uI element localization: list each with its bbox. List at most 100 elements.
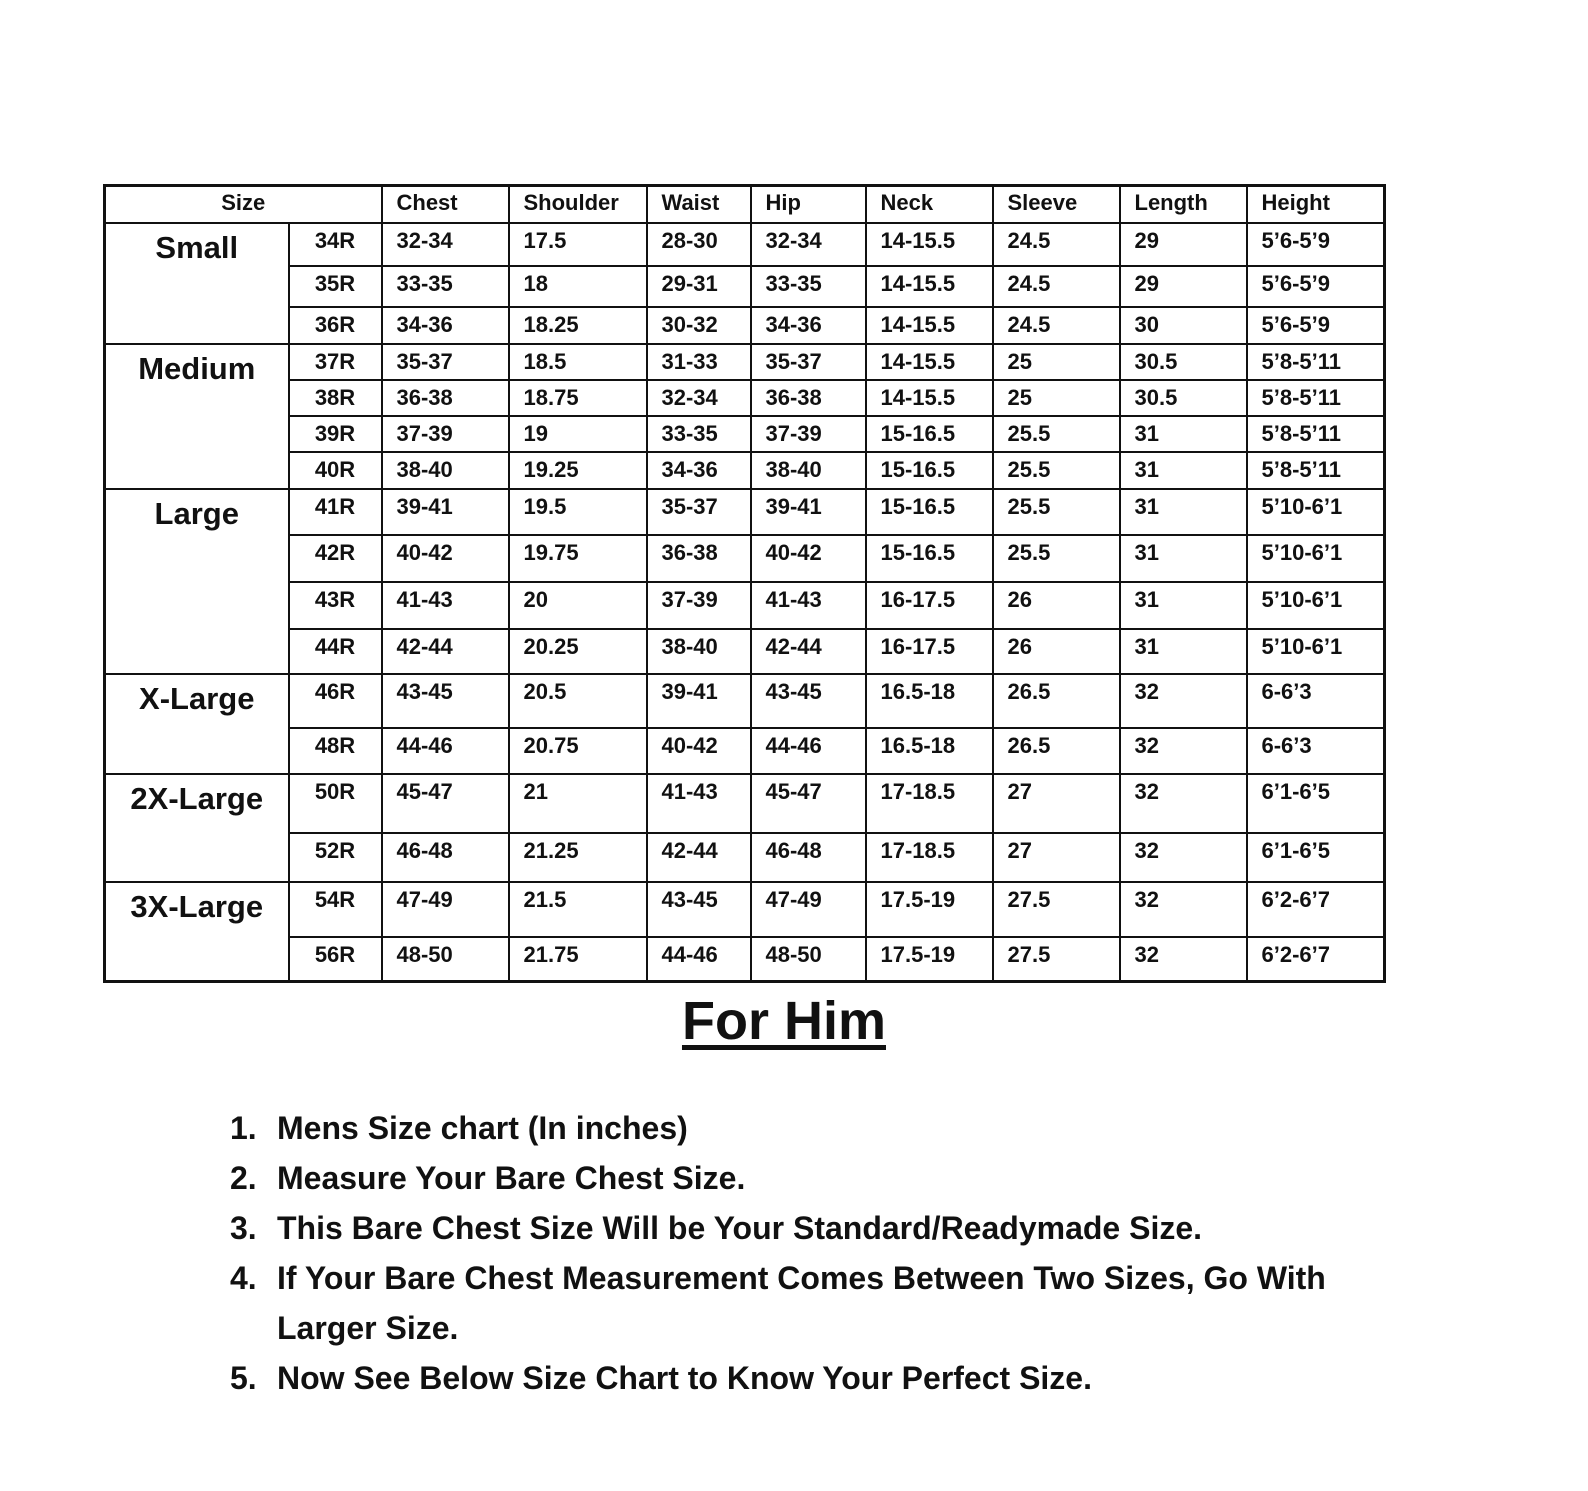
measurement-cell: 33-35 — [645, 414, 752, 453]
header-shoulder: Shoulder — [507, 184, 648, 224]
header-hip: Hip — [749, 184, 867, 224]
measurement-cell: 27.5 — [991, 880, 1121, 938]
measurement-cell: 47-49 — [380, 880, 510, 938]
table-row: 2X-Large 50R 45-47 21 41-43 45-47 17-18.5 27 32 6… — [103, 772, 1386, 883]
measurement-cell: 32-34 — [380, 221, 510, 267]
measurement-cell: 41-43 — [380, 580, 510, 630]
header-row: Size Chest Shoulder Waist Hip Neck Sleev… — [103, 184, 1386, 224]
measurement-cell: 38-40 — [645, 627, 752, 675]
size-group-label: Medium — [103, 342, 290, 490]
instruction-text: Now See Below Size Chart to Know Your Pe… — [277, 1360, 1092, 1396]
instruction-item: 1. Mens Size chart (In inches) — [230, 1103, 1410, 1153]
measurement-cell: 5’6-5’9 — [1245, 264, 1386, 308]
header-height: Height — [1245, 184, 1386, 224]
measurement-cell: 25 — [991, 342, 1121, 381]
instruction-number: 2. — [230, 1160, 257, 1196]
measurement-cell: 30.5 — [1118, 342, 1248, 381]
measurement-cell: 15-16.5 — [864, 414, 994, 453]
table-row: 42R 40-42 19.75 36-38 40-42 15-16.5 25.5 31 5’10… — [105, 533, 1386, 583]
measurement-cell: 5’10-6’1 — [1245, 487, 1386, 536]
measurement-cell: 28-30 — [645, 221, 752, 267]
measurement-cell: 17.5-19 — [864, 880, 994, 938]
table-row: 38R 36-38 18.75 32-34 36-38 14-15.5 25 30.5 5’8-… — [105, 378, 1386, 417]
measurement-cell: 31 — [1118, 627, 1248, 675]
measurement-cell: 33-35 — [380, 264, 510, 308]
measurement-cell: 19.5 — [507, 487, 648, 536]
size-code-cell: 36R — [287, 305, 383, 345]
instruction-text: Mens Size chart (In inches) — [277, 1110, 688, 1146]
measurement-cell: 41-43 — [749, 580, 867, 630]
measurement-cell: 30-32 — [645, 305, 752, 345]
table-row: 39R 37-39 19 33-35 37-39 15-16.5 25.5 31 5’8-5’1… — [105, 414, 1386, 453]
measurement-cell: 5’6-5’9 — [1245, 305, 1386, 345]
measurement-cell: 26.5 — [991, 726, 1121, 775]
measurement-cell: 20.25 — [507, 627, 648, 675]
instruction-number: 4. — [230, 1260, 257, 1296]
measurement-cell: 15-16.5 — [864, 450, 994, 490]
measurement-cell: 44-46 — [380, 726, 510, 775]
measurement-cell: 37-39 — [749, 414, 867, 453]
measurement-cell: 21 — [507, 772, 648, 834]
measurement-cell: 31 — [1118, 487, 1248, 536]
instructions-list: 1. Mens Size chart (In inches) 2. Measure Y… — [230, 1103, 1410, 1403]
chart-title: For Him — [681, 991, 886, 1051]
table-row: 44R 42-44 20.25 38-40 42-44 16-17.5 26 31 5’10-6… — [105, 627, 1386, 675]
measurement-cell: 42-44 — [645, 831, 752, 883]
measurement-cell: 18 — [507, 264, 648, 308]
measurement-cell: 43-45 — [645, 880, 752, 938]
measurement-cell: 27 — [991, 772, 1121, 834]
measurement-cell: 41-43 — [645, 772, 752, 834]
measurement-cell: 5’8-5’11 — [1245, 378, 1386, 417]
measurement-cell: 39-41 — [749, 487, 867, 536]
measurement-cell: 21.25 — [507, 831, 648, 883]
measurement-cell: 19 — [507, 414, 648, 453]
measurement-cell: 32 — [1118, 880, 1248, 938]
measurement-cell: 36-38 — [749, 378, 867, 417]
measurement-cell: 32 — [1118, 726, 1248, 775]
table-body: Small 34R 32-34 17.5 28-30 32-34 14-15.5 24.5 29… — [103, 221, 1386, 983]
measurement-cell: 31 — [1118, 450, 1248, 490]
size-code-cell: 42R — [287, 533, 383, 583]
measurement-cell: 25.5 — [991, 487, 1121, 536]
measurement-cell: 21.75 — [507, 935, 648, 983]
measurement-cell: 47-49 — [749, 880, 867, 938]
instruction-text: Measure Your Bare Chest Size. — [277, 1160, 746, 1196]
measurement-cell: 44-46 — [749, 726, 867, 775]
instruction-number: 3. — [230, 1210, 257, 1246]
instruction-item: 2. Measure Your Bare Chest Size. — [230, 1153, 1410, 1203]
instruction-number: 1. — [230, 1110, 257, 1146]
measurement-cell: 32 — [1118, 935, 1248, 983]
measurement-cell: 27.5 — [991, 935, 1121, 983]
measurement-cell: 32-34 — [645, 378, 752, 417]
table-row: 40R 38-40 19.25 34-36 38-40 15-16.5 25.5 31 5’8-… — [105, 450, 1386, 490]
size-code-cell: 46R — [287, 672, 383, 729]
measurement-cell: 25.5 — [991, 414, 1121, 453]
measurement-cell: 35-37 — [749, 342, 867, 381]
measurement-cell: 14-15.5 — [864, 378, 994, 417]
measurement-cell: 20 — [507, 580, 648, 630]
measurement-cell: 5’8-5’11 — [1245, 414, 1386, 453]
measurement-cell: 26.5 — [991, 672, 1121, 729]
measurement-cell: 6-6’3 — [1245, 726, 1386, 775]
measurement-cell: 26 — [991, 580, 1121, 630]
measurement-cell: 48-50 — [749, 935, 867, 983]
instruction-text: This Bare Chest Size Will be Your Standa… — [277, 1210, 1203, 1246]
header-sleeve: Sleeve — [991, 184, 1121, 224]
measurement-cell: 5’10-6’1 — [1245, 580, 1386, 630]
measurement-cell: 6’1-6’5 — [1245, 772, 1386, 834]
measurement-cell: 6-6’3 — [1245, 672, 1386, 729]
table-row: Medium 37R 35-37 18.5 31-33 35-37 14-15.5 25 30.… — [103, 342, 1386, 490]
measurement-cell: 34-36 — [645, 450, 752, 490]
measurement-cell: 6’1-6’5 — [1245, 831, 1386, 883]
size-code-cell: 34R — [287, 221, 383, 267]
table-row: 48R 44-46 20.75 40-42 44-46 16.5-18 26.5 32 6-6’… — [105, 726, 1386, 775]
table-row: 43R 41-43 20 37-39 41-43 16-17.5 26 31 5’10-6’1 — [105, 580, 1386, 630]
size-code-cell: 40R — [287, 450, 383, 490]
measurement-cell: 32-34 — [749, 221, 867, 267]
measurement-cell: 17-18.5 — [864, 831, 994, 883]
size-code-cell: 56R — [287, 935, 383, 983]
size-code-cell: 44R — [287, 627, 383, 675]
size-code-cell: 38R — [287, 378, 383, 417]
measurement-cell: 34-36 — [380, 305, 510, 345]
measurement-cell: 15-16.5 — [864, 487, 994, 536]
